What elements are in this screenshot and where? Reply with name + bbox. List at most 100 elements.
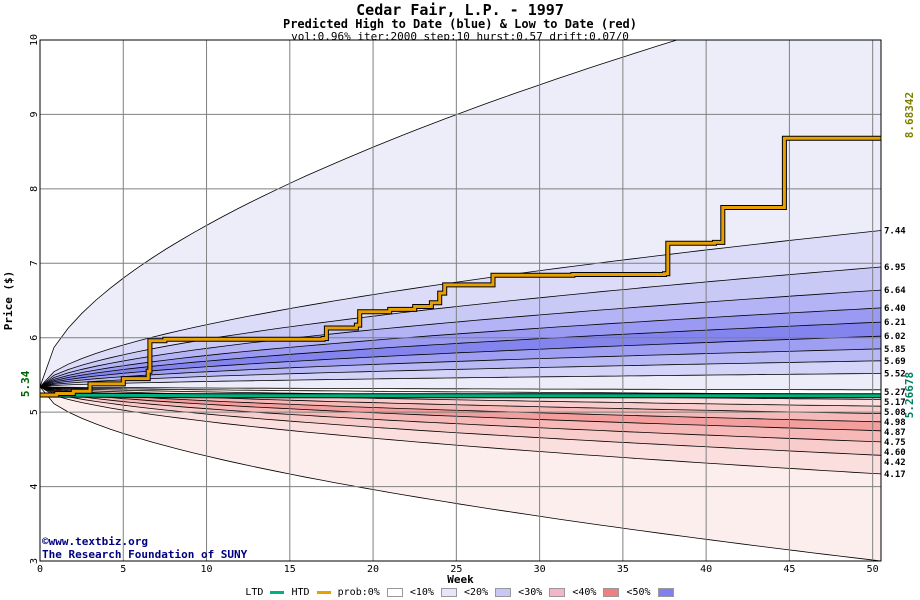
legend-swatch-50 (657, 588, 674, 597)
high-band-1 (40, 230, 881, 387)
high-quantile-line-1 (40, 230, 881, 388)
legend-htd-label: HTD (291, 587, 310, 598)
legend-swatch-0 (386, 588, 403, 597)
right-quantile-label-16: 4.42 (884, 458, 906, 468)
right-quantile-label-10: 5.17 (884, 398, 906, 408)
right-quantile-label-12: 4.98 (884, 418, 906, 428)
y-tick-label-4: 4 (29, 484, 40, 490)
low-band-3 (40, 386, 881, 442)
low-quantile-line-4 (40, 386, 881, 432)
low-quantile-line-3 (40, 386, 881, 443)
legend-item-40: <40% (572, 587, 597, 598)
high-band-4 (40, 307, 881, 387)
low-quantile-line-1 (40, 386, 881, 475)
right-quantile-label-2: 6.64 (884, 286, 906, 296)
x-tick-label-30: 30 (534, 564, 546, 575)
x-axis-label: Week (447, 573, 474, 586)
chart-subtitle: Predicted High to Date (blue) & Low to D… (282, 17, 637, 31)
actual-high-label: 8.68342 (903, 92, 916, 138)
right-quantile-label-6: 5.85 (884, 345, 906, 355)
right-quantile-label-0: 7.44 (884, 227, 906, 237)
x-tick-label-35: 35 (617, 564, 629, 575)
high-band-5 (40, 322, 881, 387)
high-band-2 (40, 267, 881, 387)
legend-item-20: <20% (464, 587, 489, 598)
legend-ltd-label: LTD (245, 587, 264, 598)
low-band-0 (40, 386, 881, 561)
high-band-3 (40, 290, 881, 387)
right-quantile-label-4: 6.21 (884, 318, 906, 328)
legend: LTD HTD prob:0% <10% <20% <30% <40% <50% (0, 587, 920, 600)
x-tick-label-5: 5 (120, 564, 126, 575)
y-tick-label-6: 6 (29, 335, 40, 341)
high-band-0 (40, 40, 881, 387)
ltd-series-line (39, 393, 881, 398)
high-quantile-line-9 (40, 373, 881, 388)
high-band-7 (40, 348, 881, 387)
right-quantile-label-1: 6.95 (884, 263, 906, 273)
right-quantile-label-14: 4.75 (884, 438, 906, 448)
high-quantile-line-4 (40, 307, 881, 388)
x-tick-label-10: 10 (201, 564, 213, 575)
y-tick-label-10: 10 (29, 34, 40, 46)
legend-item-50: <50% (626, 587, 651, 598)
low-band-4 (40, 386, 881, 431)
high-quantile-line-7 (40, 348, 881, 388)
right-quantile-label-9: 5.27 (884, 388, 906, 398)
right-quantile-label-5: 6.02 (884, 332, 906, 342)
legend-prob-label: prob:0% (337, 587, 380, 598)
x-tick-label-20: 20 (367, 564, 379, 575)
high-quantile-line-8 (40, 360, 881, 388)
right-quantile-label-17: 4.17 (884, 470, 906, 480)
legend-item-10: <10% (409, 587, 434, 598)
high-quantile-line-10 (40, 386, 881, 391)
right-quantile-label-11: 5.08 (884, 408, 906, 418)
low-quantile-line-0 (40, 386, 881, 561)
x-tick-label-25: 25 (450, 564, 462, 575)
legend-item-30: <30% (518, 587, 543, 598)
y-tick-label-5: 5 (29, 409, 40, 415)
low-quantile-line-5 (40, 386, 881, 423)
high-band-6 (40, 336, 881, 387)
right-quantile-label-15: 4.60 (884, 448, 906, 458)
y-axis-label: Price ($) (2, 271, 15, 331)
htd-series-line (40, 136, 881, 397)
high-band-9 (40, 373, 881, 390)
right-quantile-label-3: 6.40 (884, 304, 906, 314)
low-band-2 (40, 386, 881, 456)
low-band-5 (40, 386, 881, 422)
low-quantile-line-2 (40, 386, 881, 456)
legend-ltd-swatch (270, 591, 285, 594)
legend-swatch-10 (440, 588, 457, 597)
right-quantile-label-13: 4.87 (884, 428, 906, 438)
high-band-8 (40, 360, 881, 387)
y-tick-label-8: 8 (29, 186, 40, 192)
y-tick-label-3: 3 (29, 558, 40, 564)
high-quantile-line-6 (40, 335, 881, 388)
high-quantile-line-5 (40, 321, 881, 388)
right-quantile-label-8: 5.52 (884, 369, 906, 379)
x-tick-label-15: 15 (284, 564, 296, 575)
y-tick-label-9: 9 (29, 111, 40, 117)
credit-org: The Research Foundation of SUNY (42, 548, 248, 561)
right-quantile-label-7: 5.69 (884, 357, 906, 367)
credit-url: ©www.textbiz.org (42, 535, 148, 548)
legend-swatch-20 (495, 588, 512, 597)
legend-htd-swatch (316, 591, 331, 594)
high-quantile-line-2 (40, 266, 881, 388)
chart-title: Cedar Fair, L.P. - 1997 (356, 1, 564, 19)
x-tick-label-50: 50 (867, 564, 879, 575)
start-price-label: 5.34 (19, 370, 32, 397)
actual-low-label: 5.26678 (903, 372, 916, 418)
x-tick-label-45: 45 (783, 564, 795, 575)
low-band-1 (40, 386, 881, 474)
high-quantile-line-0 (40, 40, 679, 387)
y-tick-label-7: 7 (29, 260, 40, 266)
high-quantile-line-3 (40, 289, 881, 388)
legend-swatch-30 (549, 588, 566, 597)
legend-swatch-40 (603, 588, 620, 597)
plot-frame (39, 39, 882, 562)
x-tick-label-40: 40 (700, 564, 712, 575)
